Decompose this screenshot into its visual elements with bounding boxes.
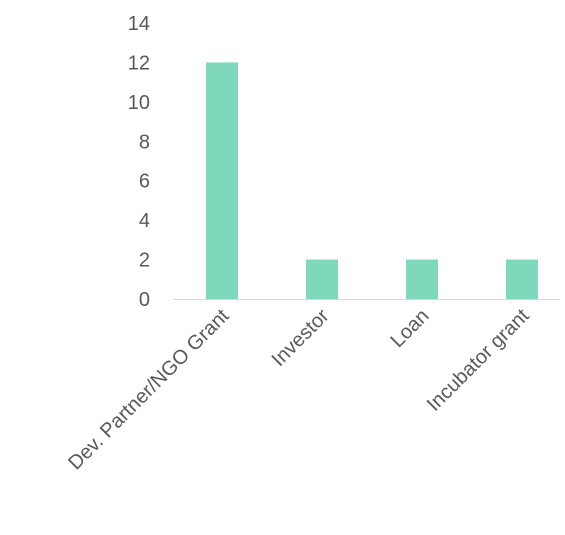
bar	[206, 62, 238, 299]
x-category-label: Dev. Partner/NGO Grant	[64, 305, 234, 475]
y-tick-label: 2	[139, 250, 150, 272]
x-category-label: Incubator grant	[423, 305, 534, 416]
bar	[506, 259, 538, 299]
x-category-label: Loan	[387, 305, 434, 352]
x-axis-labels: Dev. Partner/NGO Grant Investor LoanIncuba…	[64, 305, 534, 475]
y-tick-label: 4	[139, 210, 150, 232]
y-tick-label: 10	[128, 92, 150, 114]
bar	[306, 259, 338, 299]
y-tick-label: 6	[139, 171, 150, 193]
bars-group	[206, 62, 538, 299]
y-axis-ticks: 0 2 4 6 8 10 12 14	[128, 13, 150, 311]
y-tick-label: 12	[128, 52, 150, 74]
y-tick-label: 14	[128, 13, 150, 35]
bar	[406, 259, 438, 299]
y-tick-label: 8	[139, 131, 150, 153]
y-tick-label: 0	[139, 289, 150, 311]
x-category-label: Investor	[268, 305, 334, 371]
